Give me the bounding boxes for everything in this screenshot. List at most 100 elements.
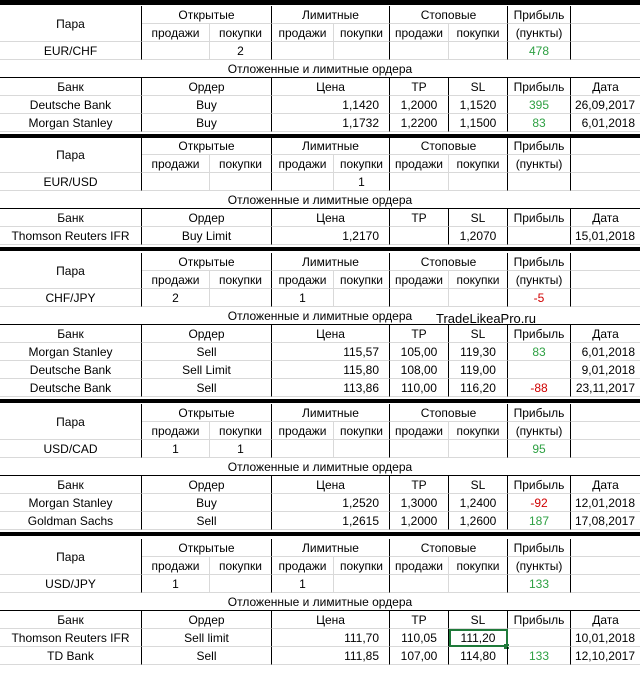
subheader-sells[interactable]: продажи	[390, 422, 449, 440]
sl-header[interactable]: SL	[449, 611, 508, 629]
open-sell-value[interactable]	[142, 173, 210, 191]
order-profit[interactable]: 395	[508, 96, 571, 114]
empty-cell[interactable]	[571, 24, 640, 42]
stop-buy-value[interactable]	[449, 42, 508, 60]
limit-sell-value[interactable]	[272, 440, 334, 458]
price-header[interactable]: Цена	[272, 209, 390, 227]
order-header[interactable]: Ордер	[142, 209, 272, 227]
order-profit[interactable]: 187	[508, 512, 571, 530]
limit-header[interactable]: Лимитные	[272, 137, 390, 155]
date-header[interactable]: Дата	[571, 476, 640, 494]
subheader-sells[interactable]: продажи	[272, 557, 334, 575]
open-sell-value[interactable]: 1	[142, 575, 210, 593]
order-profit-header[interactable]: Прибыль	[508, 476, 571, 494]
pair-profit-value[interactable]: 95	[508, 440, 571, 458]
subheader-buys[interactable]: покупки	[334, 557, 390, 575]
price-header[interactable]: Цена	[272, 611, 390, 629]
subheader-buys[interactable]: покупки	[449, 271, 508, 289]
bank-header[interactable]: Банк	[0, 476, 142, 494]
subheader-buys[interactable]: покупки	[210, 155, 272, 173]
order-price[interactable]: 111,70	[272, 629, 390, 647]
orders-section-title[interactable]: Отложенные и лимитные ордера	[0, 60, 640, 78]
order-bank[interactable]: Deutsche Bank	[0, 361, 142, 379]
order-date[interactable]: 10,01,2018	[571, 629, 640, 647]
profit-points-header[interactable]: (пункты)	[508, 557, 571, 575]
pair-name[interactable]: EUR/CHF	[0, 42, 142, 60]
order-profit[interactable]: -88	[508, 379, 571, 397]
selection-fill-handle[interactable]	[504, 644, 509, 649]
stop-sell-value[interactable]	[390, 173, 449, 191]
limit-sell-value[interactable]	[272, 42, 334, 60]
order-price[interactable]: 113,86	[272, 379, 390, 397]
order-bank[interactable]: Deutsche Bank	[0, 379, 142, 397]
price-header[interactable]: Цена	[272, 78, 390, 96]
order-type[interactable]: Sell	[142, 647, 272, 665]
order-type[interactable]: Buy	[142, 494, 272, 512]
empty-cell[interactable]	[571, 173, 640, 191]
limit-buy-value[interactable]	[334, 440, 390, 458]
order-header[interactable]: Ордер	[142, 611, 272, 629]
limit-sell-value[interactable]	[272, 173, 334, 191]
open-buy-value[interactable]: 2	[210, 42, 272, 60]
order-bank[interactable]: Thomson Reuters IFR	[0, 629, 142, 647]
order-date[interactable]: 17,08,2017	[571, 512, 640, 530]
order-sl[interactable]: 1,2070	[449, 227, 508, 245]
sl-header[interactable]: SL	[449, 78, 508, 96]
subheader-buys[interactable]: покупки	[334, 422, 390, 440]
open-sell-value[interactable]: 2	[142, 289, 210, 307]
open-header[interactable]: Открытые	[142, 539, 272, 557]
order-bank[interactable]: Morgan Stanley	[0, 343, 142, 361]
order-profit-header[interactable]: Прибыль	[508, 611, 571, 629]
subheader-sells[interactable]: продажи	[390, 557, 449, 575]
order-sl[interactable]: 116,20	[449, 379, 508, 397]
orders-section-title[interactable]: Отложенные и лимитные ордера	[0, 458, 640, 476]
limit-header[interactable]: Лимитные	[272, 404, 390, 422]
date-header[interactable]: Дата	[571, 611, 640, 629]
subheader-sells[interactable]: продажи	[390, 271, 449, 289]
limit-header[interactable]: Лимитные	[272, 539, 390, 557]
order-type[interactable]: Buy	[142, 96, 272, 114]
stop-sell-value[interactable]	[390, 440, 449, 458]
sl-header[interactable]: SL	[449, 209, 508, 227]
subheader-buys[interactable]: покупки	[210, 271, 272, 289]
order-profit[interactable]: 133	[508, 647, 571, 665]
subheader-sells[interactable]: продажи	[142, 557, 210, 575]
empty-cell[interactable]	[571, 557, 640, 575]
pair-profit-value[interactable]	[508, 173, 571, 191]
limit-buy-value[interactable]	[334, 42, 390, 60]
open-buy-value[interactable]	[210, 173, 272, 191]
profit-points-header[interactable]: (пункты)	[508, 422, 571, 440]
subheader-sells[interactable]: продажи	[272, 422, 334, 440]
order-sl[interactable]: 114,80	[449, 647, 508, 665]
subheader-sells[interactable]: продажи	[272, 155, 334, 173]
order-price[interactable]: 1,2170	[272, 227, 390, 245]
order-profit-header[interactable]: Прибыль	[508, 78, 571, 96]
order-tp[interactable]: 1,2200	[390, 114, 449, 132]
limit-header[interactable]: Лимитные	[272, 253, 390, 271]
order-bank[interactable]: TD Bank	[0, 647, 142, 665]
profit-header[interactable]: Прибыль	[508, 6, 571, 24]
stop-sell-value[interactable]	[390, 42, 449, 60]
stop-buy-value[interactable]	[449, 440, 508, 458]
tp-header[interactable]: TP	[390, 209, 449, 227]
stop-buy-value[interactable]	[449, 575, 508, 593]
subheader-sells[interactable]: продажи	[272, 24, 334, 42]
pair-name[interactable]: EUR/USD	[0, 173, 142, 191]
sl-header[interactable]: SL	[449, 325, 508, 343]
profit-header[interactable]: Прибыль	[508, 253, 571, 271]
subheader-sells[interactable]: продажи	[272, 271, 334, 289]
subheader-sells[interactable]: продажи	[142, 422, 210, 440]
order-tp[interactable]: 1,2000	[390, 512, 449, 530]
order-type[interactable]: Sell	[142, 512, 272, 530]
order-sl[interactable]: 1,2400	[449, 494, 508, 512]
empty-cell[interactable]	[571, 155, 640, 173]
empty-cell[interactable]	[571, 539, 640, 557]
order-tp[interactable]: 110,05	[390, 629, 449, 647]
stop-sell-value[interactable]	[390, 289, 449, 307]
empty-cell[interactable]	[571, 253, 640, 271]
limit-buy-value[interactable]: 1	[334, 173, 390, 191]
order-type[interactable]: Buy Limit	[142, 227, 272, 245]
tp-header[interactable]: TP	[390, 325, 449, 343]
order-sl[interactable]: 1,1500	[449, 114, 508, 132]
order-type[interactable]: Sell	[142, 379, 272, 397]
